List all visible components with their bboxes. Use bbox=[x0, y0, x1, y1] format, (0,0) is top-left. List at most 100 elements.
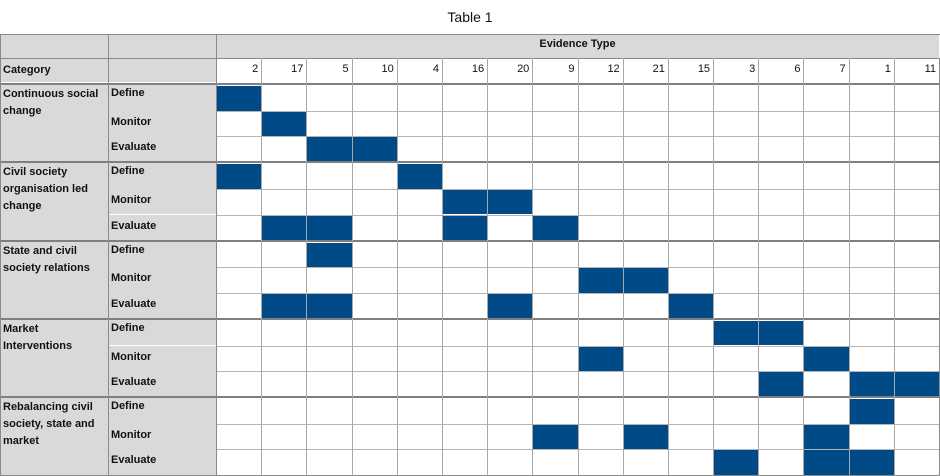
category-label: Continuous social change bbox=[0, 85, 108, 162]
matrix-cell-filled bbox=[488, 293, 533, 319]
grid-column-line bbox=[577, 58, 579, 475]
evidence-type-number: 12 bbox=[607, 63, 620, 75]
evidence-type-number: 1 bbox=[884, 63, 891, 75]
grid-column-line bbox=[622, 58, 624, 475]
grid-column-line bbox=[893, 58, 895, 475]
table-top-border bbox=[0, 34, 940, 35]
evidence-type-number: 5 bbox=[342, 63, 349, 75]
row-divider bbox=[108, 371, 939, 373]
column-divider bbox=[0, 34, 1, 475]
category-label: Market Interventions bbox=[0, 319, 108, 397]
matrix-cell-filled bbox=[533, 424, 578, 450]
matrix-cell-filled bbox=[759, 372, 804, 397]
grid-column-line bbox=[713, 58, 715, 475]
matrix-cell-filled bbox=[623, 268, 668, 293]
matrix-cell-filled bbox=[714, 450, 759, 475]
matrix-cell-filled bbox=[217, 164, 262, 189]
evidence-type-number: 16 bbox=[471, 63, 485, 75]
row-divider bbox=[108, 423, 939, 425]
evidence-type-number: 9 bbox=[568, 63, 575, 75]
matrix-cell-filled bbox=[307, 293, 352, 319]
category-label: Civil society organisation led change bbox=[0, 163, 108, 241]
group-divider bbox=[0, 317, 940, 320]
evidence-type-number: 20 bbox=[517, 63, 530, 75]
grid-column-line bbox=[351, 58, 353, 475]
matrix-cell-filled bbox=[759, 320, 804, 346]
category-label: State and civil society relations bbox=[0, 241, 108, 319]
stage-label: Evaluate bbox=[108, 214, 216, 241]
grid-column-line bbox=[396, 58, 398, 475]
table-title: Table 1 bbox=[447, 9, 493, 25]
stage-label: Monitor bbox=[108, 110, 216, 137]
stage-label: Define bbox=[108, 319, 216, 346]
matrix-cell-filled bbox=[849, 372, 894, 397]
grid-column-line bbox=[261, 58, 263, 475]
matrix-cell-filled bbox=[217, 86, 262, 111]
column-divider bbox=[216, 34, 217, 475]
matrix-cell-filled bbox=[849, 399, 894, 424]
matrix-cell-filled bbox=[262, 111, 307, 137]
matrix-cell-filled bbox=[307, 215, 352, 241]
matrix-cell-filled bbox=[804, 450, 849, 475]
row-divider bbox=[108, 188, 939, 190]
stage-label: Monitor bbox=[108, 267, 216, 293]
evidence-type-number: 7 bbox=[839, 63, 846, 75]
matrix-cell-filled bbox=[894, 372, 939, 397]
matrix-cell-filled bbox=[849, 450, 894, 475]
matrix-cell-filled bbox=[804, 424, 849, 450]
group-divider bbox=[0, 396, 940, 399]
matrix-cell-filled bbox=[804, 346, 849, 372]
evidence-type-number: 15 bbox=[697, 63, 711, 75]
matrix-cell-filled bbox=[307, 242, 352, 268]
matrix-cell-filled bbox=[307, 137, 352, 162]
grid-column-line bbox=[848, 58, 850, 475]
matrix-cell-filled bbox=[262, 215, 307, 241]
category-label: Rebalancing civil society, state and mar… bbox=[0, 398, 108, 475]
matrix-cell-filled bbox=[578, 346, 623, 372]
evidence-type-number: 3 bbox=[749, 63, 756, 75]
stage-label: Monitor bbox=[108, 345, 216, 372]
grid-column-line bbox=[758, 58, 760, 475]
evidence-type-number: 10 bbox=[381, 63, 394, 75]
matrix-cell-filled bbox=[623, 424, 668, 450]
row-divider bbox=[108, 292, 939, 294]
stage-label: Evaluate bbox=[108, 371, 216, 397]
row-divider bbox=[108, 267, 939, 269]
group-divider bbox=[0, 83, 940, 85]
matrix-cell-filled bbox=[352, 137, 397, 162]
matrix-cell-filled bbox=[714, 320, 759, 346]
evidence-type-number: 4 bbox=[432, 63, 439, 75]
grid-column-line bbox=[532, 58, 534, 475]
category-header: Category bbox=[0, 58, 108, 82]
matrix-cell-filled bbox=[442, 189, 488, 215]
stage-label: Evaluate bbox=[108, 292, 216, 319]
matrix-cell-filled bbox=[262, 293, 307, 319]
evidence-type-number: 11 bbox=[924, 63, 936, 75]
grid-column-line bbox=[667, 58, 669, 475]
stage-header-blank bbox=[108, 58, 216, 82]
evidence-type-number: 17 bbox=[291, 63, 304, 75]
matrix-cell-filled bbox=[668, 293, 714, 319]
grid-column-line bbox=[803, 58, 805, 475]
row-divider bbox=[108, 136, 939, 138]
evidence-type-number: 2 bbox=[252, 63, 259, 75]
matrix-cell-filled bbox=[533, 215, 578, 241]
stage-label: Define bbox=[108, 85, 216, 111]
stage-label: Define bbox=[108, 241, 216, 268]
stage-label: Monitor bbox=[108, 188, 216, 215]
grid-column-line bbox=[306, 58, 308, 475]
row-divider bbox=[108, 110, 939, 112]
matrix-cell-filled bbox=[578, 268, 623, 293]
matrix-cell-filled bbox=[488, 189, 533, 215]
row-divider bbox=[108, 449, 939, 451]
evidence-type-header: Evidence Type bbox=[216, 34, 939, 58]
row-divider bbox=[108, 345, 939, 347]
stage-label: Monitor bbox=[108, 423, 216, 450]
stage-label: Define bbox=[108, 398, 216, 424]
evidence-type-number: 21 bbox=[652, 63, 665, 75]
stage-label: Evaluate bbox=[108, 449, 216, 475]
header-divider bbox=[0, 58, 940, 59]
group-divider bbox=[0, 161, 940, 164]
grid-column-line bbox=[441, 58, 443, 475]
